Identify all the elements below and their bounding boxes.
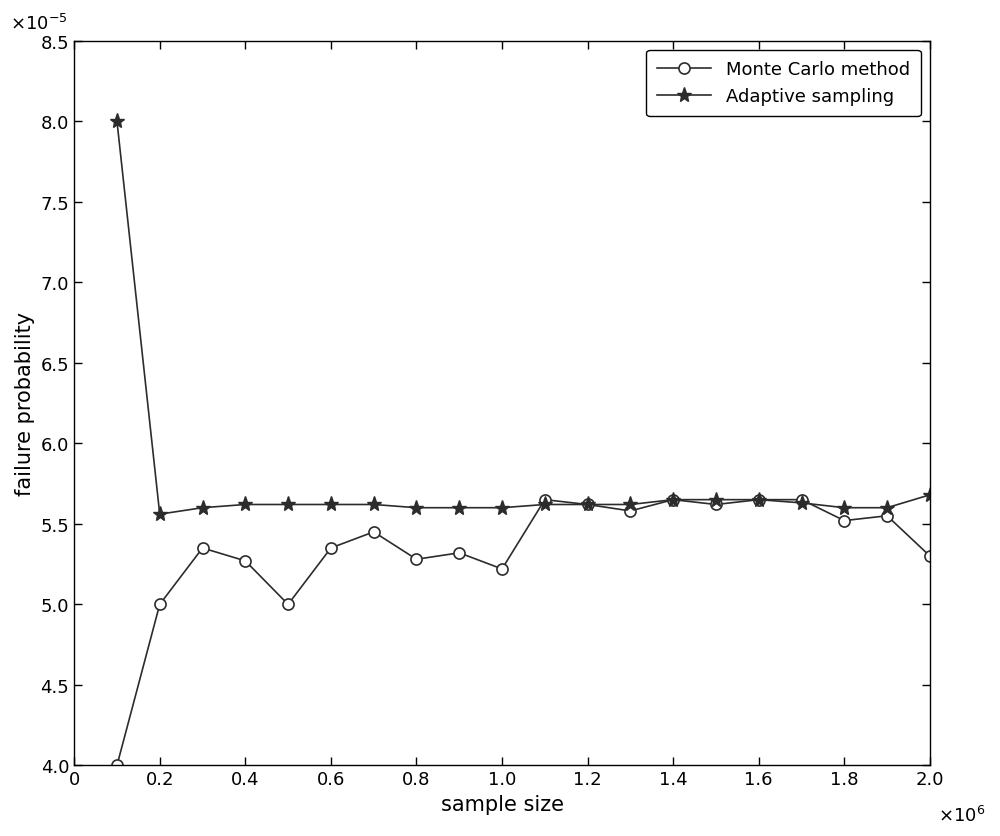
Monte Carlo method	[838, 516, 850, 526]
Adaptive sampling	[197, 503, 209, 513]
Adaptive sampling	[453, 503, 465, 513]
Adaptive sampling	[796, 498, 808, 508]
Y-axis label: failure probability: failure probability	[15, 312, 35, 496]
Adaptive sampling	[282, 500, 294, 510]
Monte Carlo method	[154, 599, 166, 609]
Monte Carlo method	[924, 552, 936, 562]
Adaptive sampling	[410, 503, 422, 513]
Adaptive sampling	[154, 509, 166, 519]
Adaptive sampling	[496, 503, 508, 513]
Adaptive sampling	[881, 503, 893, 513]
Monte Carlo method	[410, 554, 422, 564]
Adaptive sampling	[368, 500, 380, 510]
Monte Carlo method	[239, 556, 251, 566]
Adaptive sampling	[624, 500, 636, 510]
Monte Carlo method	[582, 500, 594, 510]
Monte Carlo method	[282, 599, 294, 609]
Adaptive sampling	[111, 117, 123, 127]
Monte Carlo method	[496, 564, 508, 574]
Adaptive sampling	[838, 503, 850, 513]
Adaptive sampling	[667, 495, 679, 505]
Monte Carlo method	[325, 543, 337, 553]
Adaptive sampling	[924, 490, 936, 500]
X-axis label: sample size: sample size	[441, 794, 564, 814]
Monte Carlo method	[197, 543, 209, 553]
Monte Carlo method	[710, 500, 722, 510]
Monte Carlo method	[667, 495, 679, 505]
Monte Carlo method	[111, 761, 123, 771]
Text: $\times10^{-5}$: $\times10^{-5}$	[10, 14, 68, 34]
Adaptive sampling	[539, 500, 551, 510]
Legend: Monte Carlo method, Adaptive sampling: Monte Carlo method, Adaptive sampling	[646, 50, 921, 117]
Adaptive sampling	[239, 500, 251, 510]
Adaptive sampling	[582, 500, 594, 510]
Line: Adaptive sampling: Adaptive sampling	[109, 115, 938, 522]
Monte Carlo method	[624, 507, 636, 517]
Monte Carlo method	[881, 511, 893, 521]
Monte Carlo method	[753, 495, 765, 505]
Monte Carlo method	[796, 495, 808, 505]
Adaptive sampling	[753, 495, 765, 505]
Text: $\times10^{6}$: $\times10^{6}$	[938, 805, 986, 825]
Adaptive sampling	[710, 495, 722, 505]
Line: Monte Carlo method: Monte Carlo method	[111, 495, 935, 771]
Monte Carlo method	[539, 495, 551, 505]
Monte Carlo method	[453, 548, 465, 558]
Monte Carlo method	[368, 528, 380, 538]
Adaptive sampling	[325, 500, 337, 510]
